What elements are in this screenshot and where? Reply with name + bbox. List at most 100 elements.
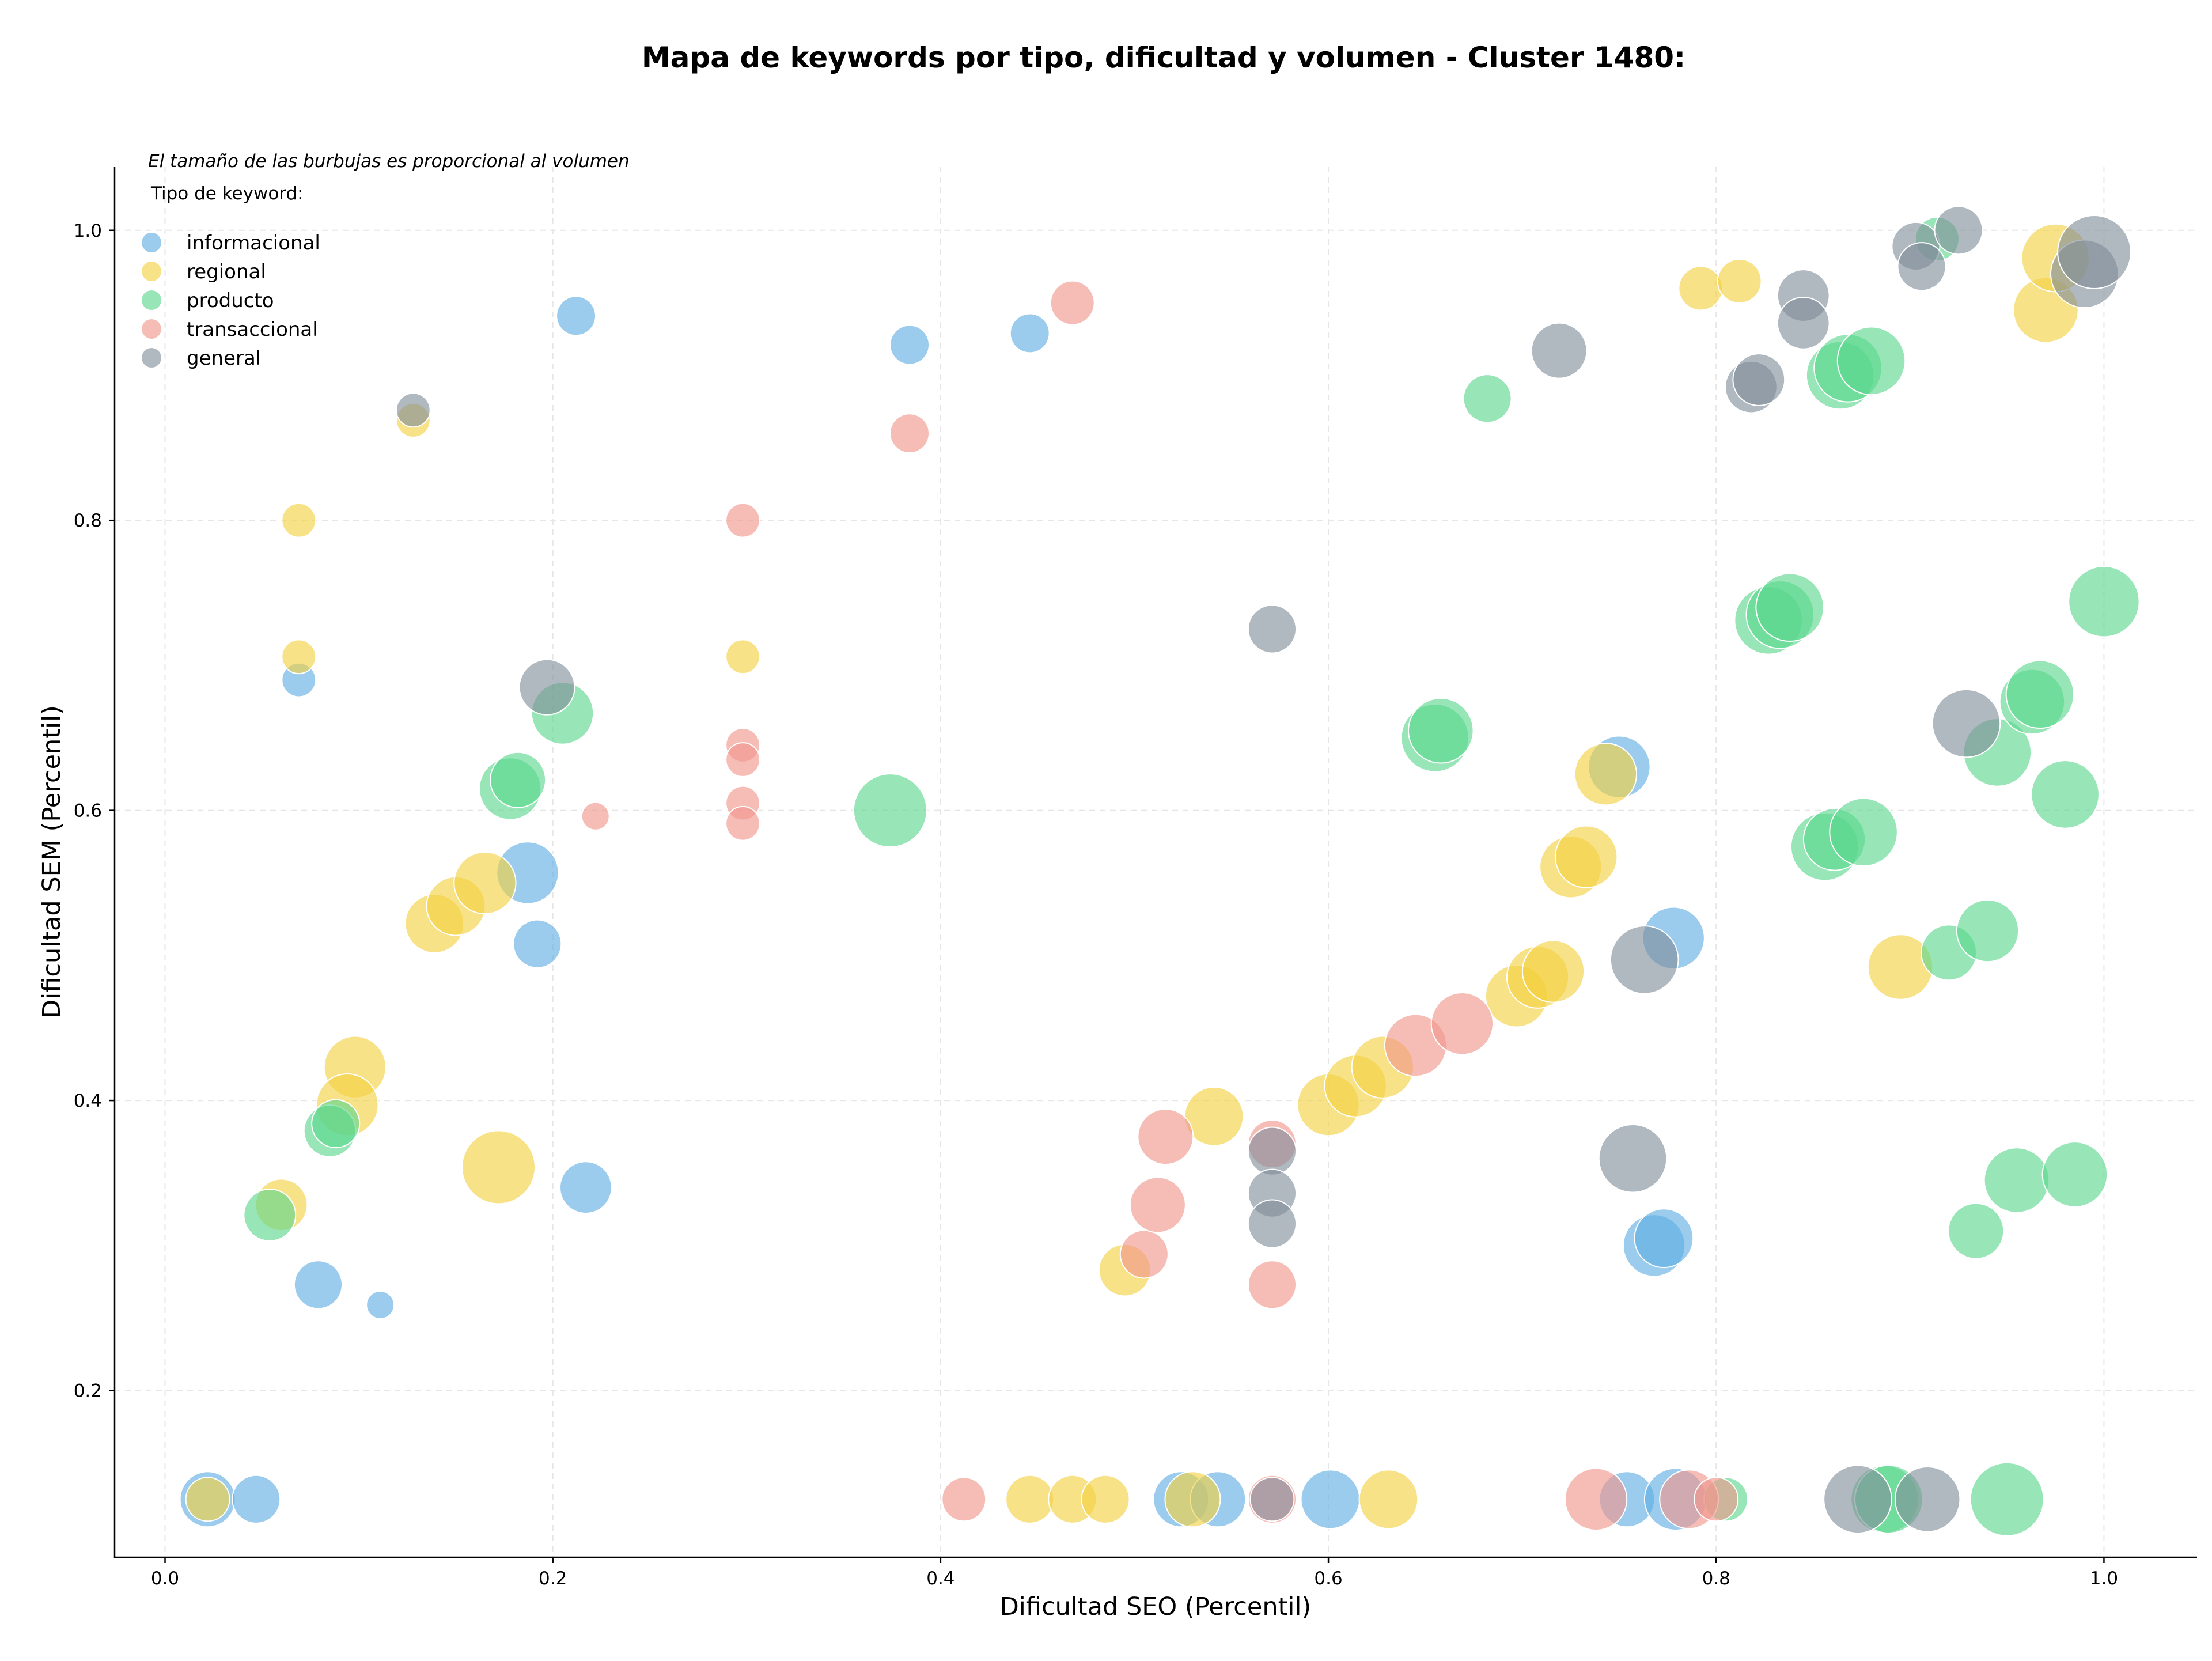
regional-bubble <box>1678 266 1724 311</box>
transaccional-bubble <box>1050 280 1095 326</box>
regional-bubble <box>281 502 317 538</box>
general-bubble <box>1247 1199 1297 1248</box>
transaccional-bubble <box>941 1477 987 1522</box>
x-tick-label: 1.0 <box>2090 1568 2118 1589</box>
informacional-bubble <box>889 324 930 365</box>
producto-bubble <box>2031 760 2100 829</box>
regional-bubble <box>1005 1474 1055 1524</box>
legend-label-regional: regional <box>187 260 266 283</box>
general-bubble <box>1777 296 1830 350</box>
transaccional-bubble <box>1247 1260 1297 1310</box>
series-regional <box>185 223 2090 1530</box>
producto-bubble <box>490 751 547 808</box>
y-tick-label: 0.8 <box>74 510 102 531</box>
producto-bubble <box>243 1189 297 1242</box>
producto-bubble <box>311 1099 361 1148</box>
legend: informacional regional producto transaccion… <box>142 232 320 370</box>
legend-marker-producto <box>142 290 161 310</box>
informacional-bubble <box>1300 1469 1361 1530</box>
axis-spines <box>113 167 2197 1558</box>
general-bubble <box>1934 206 1983 255</box>
series-producto <box>243 216 2140 1537</box>
general-bubble <box>2057 215 2132 290</box>
x-tick-label: 0.4 <box>926 1568 955 1589</box>
axes <box>113 167 2197 1558</box>
producto-bubble <box>853 773 927 848</box>
y-tick-label: 0.4 <box>74 1091 102 1111</box>
producto-bubble <box>1983 1147 2050 1213</box>
informacional-bubble <box>559 1161 612 1214</box>
series-general <box>395 206 2132 1534</box>
legend-marker-transaccional <box>142 319 161 339</box>
regional-bubble <box>1574 743 1638 806</box>
informacional-bubble <box>556 296 597 336</box>
transaccional-bubble <box>581 801 610 831</box>
general-bubble <box>1609 925 1679 994</box>
general-bubble <box>1897 242 1946 292</box>
legend-label-general: general <box>187 347 261 370</box>
legend-label-informacional: informacional <box>187 232 320 255</box>
regional-bubble <box>1358 1469 1419 1530</box>
informacional-bubble <box>1009 313 1050 354</box>
regional-bubble <box>725 639 760 675</box>
x-axis-label: Dificultad SEO (Percentil) <box>1000 1592 1311 1621</box>
producto-bubble <box>1755 573 1824 642</box>
regional-bubble <box>185 1477 230 1522</box>
producto-bubble <box>1969 1462 2044 1537</box>
regional-bubble <box>461 1130 536 1205</box>
chart-title: Mapa de keywords por tipo, dificultad y … <box>642 41 1685 74</box>
general-bubble <box>1247 604 1297 654</box>
producto-bubble <box>2041 1141 2108 1208</box>
general-bubble <box>1531 322 1588 379</box>
legend-label-transaccional: transaccional <box>187 318 318 341</box>
regional-bubble <box>1717 258 1762 304</box>
transaccional-bubble <box>1694 1477 1739 1522</box>
regional-bubble <box>453 851 517 915</box>
x-tick-label: 0.2 <box>539 1568 567 1589</box>
x-tick-label: 0.8 <box>1702 1568 1730 1589</box>
general-bubble <box>1598 1123 1668 1193</box>
regional-bubble <box>1164 1471 1221 1528</box>
general-bubble <box>1247 1126 1297 1176</box>
ticks: 0.0 0.2 0.4 0.6 0.8 1.0 0.2 0.4 0.6 0.8 1.0 <box>74 221 2118 1589</box>
general-bubble <box>1894 1466 1961 1533</box>
informacional-bubble <box>232 1474 281 1524</box>
producto-bubble <box>2068 565 2140 638</box>
transaccional-bubble <box>1564 1467 1628 1531</box>
transaccional-bubble <box>1137 1108 1194 1166</box>
general-bubble <box>1732 353 1786 406</box>
general-bubble <box>1249 1477 1295 1522</box>
transaccional-bubble <box>1430 992 1494 1055</box>
producto-bubble <box>1829 797 1898 867</box>
general-bubble <box>518 659 575 716</box>
transaccional-bubble <box>1129 1176 1186 1234</box>
informacional-bubble <box>293 1260 343 1310</box>
legend-marker-regional <box>142 262 161 281</box>
general-bubble <box>1931 688 2001 758</box>
transaccional-bubble <box>889 413 930 454</box>
legend-marker-general <box>142 348 161 368</box>
transaccional-bubble <box>725 502 760 538</box>
producto-bubble <box>1956 899 2020 963</box>
transaccional-bubble <box>725 805 760 841</box>
x-tick-label: 0.6 <box>1314 1568 1342 1589</box>
transaccional-bubble <box>725 742 760 777</box>
data-bubbles <box>179 206 2140 1537</box>
y-tick-label: 0.2 <box>74 1381 102 1402</box>
producto-bubble <box>1948 1202 2005 1259</box>
informacional-bubble <box>366 1291 395 1320</box>
regional-bubble <box>1081 1474 1130 1524</box>
informacional-bubble <box>513 919 562 968</box>
producto-bubble <box>1408 697 1474 764</box>
series-transaccional <box>581 280 1739 1531</box>
regional-bubble <box>281 639 317 675</box>
producto-bubble <box>2005 660 2075 729</box>
transaccional-bubble <box>1119 1229 1169 1279</box>
bubble-size-note: El tamaño de las burbujas es proporciona… <box>148 151 630 172</box>
general-bubble <box>395 392 431 428</box>
legend-label-producto: producto <box>187 289 274 312</box>
legend-title: Tipo de keyword: <box>150 183 304 204</box>
producto-bubble <box>1463 374 1512 423</box>
regional-bubble <box>1555 825 1618 888</box>
